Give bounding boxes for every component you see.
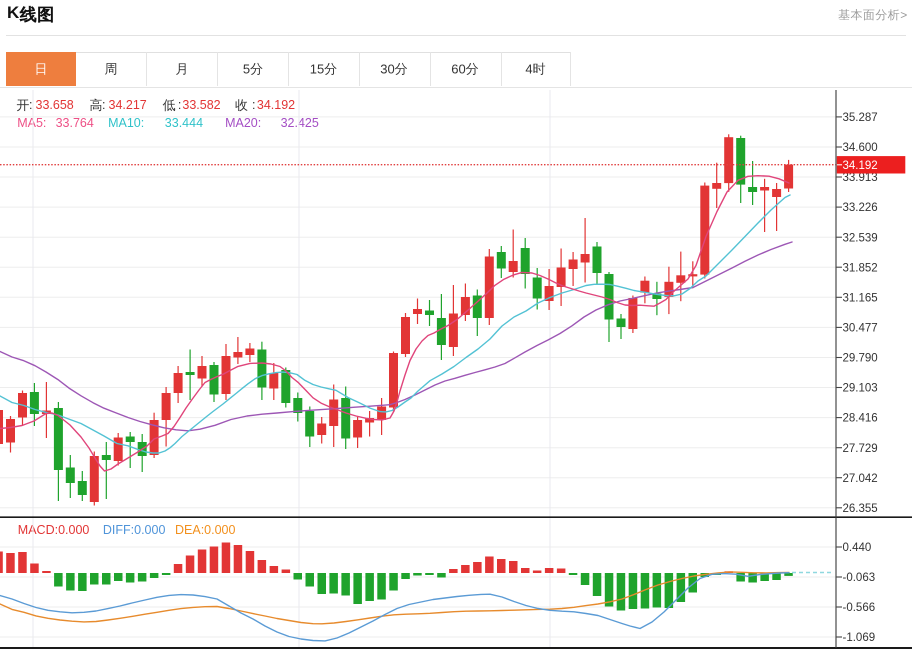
svg-text:27.729: 27.729 [843, 443, 878, 455]
svg-text:28.416: 28.416 [843, 413, 878, 425]
svg-text:5: 5 [243, 61, 250, 76]
svg-text:27.042: 27.042 [843, 473, 878, 485]
svg-text:29.790: 29.790 [843, 353, 878, 365]
svg-text:29.103: 29.103 [843, 383, 878, 395]
svg-text:35.287: 35.287 [843, 112, 878, 124]
svg-text:-1.069: -1.069 [843, 632, 876, 644]
svg-text:0.440: 0.440 [843, 542, 872, 554]
svg-text:34.192: 34.192 [843, 160, 878, 172]
svg-text:26.355: 26.355 [843, 503, 878, 515]
svg-text:>: > [900, 8, 907, 22]
svg-text:33.226: 33.226 [843, 202, 878, 214]
svg-text:31.852: 31.852 [843, 262, 878, 274]
svg-text:-0.063: -0.063 [843, 572, 876, 584]
svg-text:60: 60 [451, 61, 465, 76]
svg-text:4: 4 [525, 61, 532, 76]
svg-text:30: 30 [380, 61, 394, 76]
svg-text:30.477: 30.477 [843, 323, 878, 335]
svg-text:15: 15 [310, 61, 324, 76]
svg-text:34.600: 34.600 [843, 142, 878, 154]
svg-text:31.165: 31.165 [843, 292, 878, 304]
svg-text:-0.566: -0.566 [843, 602, 876, 614]
svg-text:33.913: 33.913 [843, 172, 878, 184]
svg-text:32.539: 32.539 [843, 232, 878, 244]
